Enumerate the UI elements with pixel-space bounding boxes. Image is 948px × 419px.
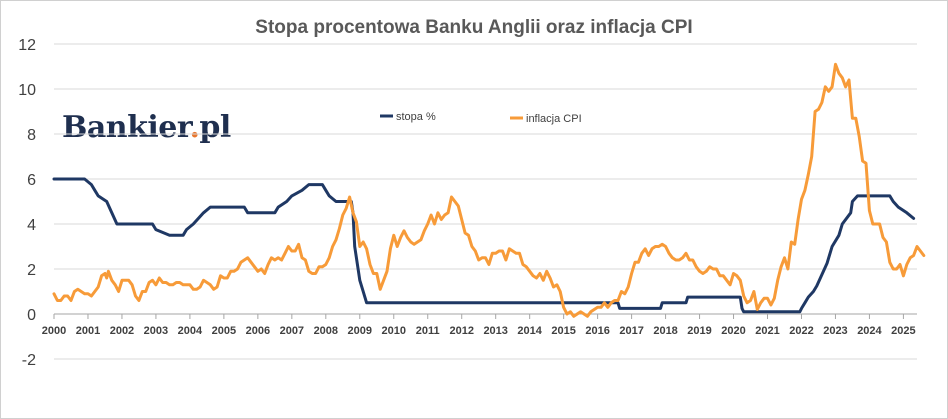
x-tick-label: 2000 xyxy=(42,325,66,337)
y-tick-label: 0 xyxy=(27,307,36,324)
x-tick-label: 2023 xyxy=(823,325,847,337)
y-tick-label: -2 xyxy=(22,352,36,369)
x-tick-label: 2006 xyxy=(246,325,270,337)
x-tick-label: 2001 xyxy=(76,325,100,337)
x-tick-label: 2015 xyxy=(551,325,575,337)
legend-label: stopa % xyxy=(396,111,436,123)
x-tick-label: 2013 xyxy=(483,325,507,337)
x-tick-label: 2022 xyxy=(789,325,813,337)
x-tick-label: 2016 xyxy=(585,325,609,337)
x-tick-label: 2009 xyxy=(348,325,372,337)
x-tick-label: 2019 xyxy=(687,325,711,337)
x-tick-label: 2025 xyxy=(891,325,915,337)
chart-title: Stopa procentowa Banku Anglii oraz infla… xyxy=(255,17,693,38)
logo-text: Bankier xyxy=(62,110,190,145)
x-tick-label: 2002 xyxy=(110,325,134,337)
y-tick-label: 12 xyxy=(18,37,36,54)
y-tick-label: 6 xyxy=(27,172,36,189)
x-tick-label: 2014 xyxy=(517,325,542,337)
legend-label: inflacja CPI xyxy=(526,113,582,125)
y-tick-label: 2 xyxy=(27,262,36,279)
x-tick-label: 2021 xyxy=(755,325,779,337)
y-tick-label: 4 xyxy=(27,217,36,234)
x-tick-label: 2024 xyxy=(857,325,882,337)
logo-dot: . xyxy=(189,110,200,145)
x-tick-label: 2007 xyxy=(280,325,304,337)
x-tick-label: 2018 xyxy=(653,325,677,337)
y-tick-label: 8 xyxy=(27,127,36,144)
logo-suffix: pl xyxy=(199,110,231,145)
x-tick-label: 2010 xyxy=(382,325,406,337)
y-tick-label: 10 xyxy=(18,82,36,99)
series-line-stopa xyxy=(52,177,916,314)
x-tick-label: 2011 xyxy=(416,325,440,337)
x-tick-label: 2020 xyxy=(721,325,745,337)
x-tick-label: 2012 xyxy=(449,325,473,337)
x-tick-label: 2008 xyxy=(314,325,338,337)
x-tick-label: 2004 xyxy=(178,325,203,337)
x-tick-label: 2017 xyxy=(619,325,643,337)
x-tick-label: 2003 xyxy=(144,325,168,337)
bankier-logo: Bankier.pl xyxy=(62,110,231,145)
series-line-inflacja xyxy=(52,62,926,318)
x-tick-label: 2005 xyxy=(212,325,236,337)
